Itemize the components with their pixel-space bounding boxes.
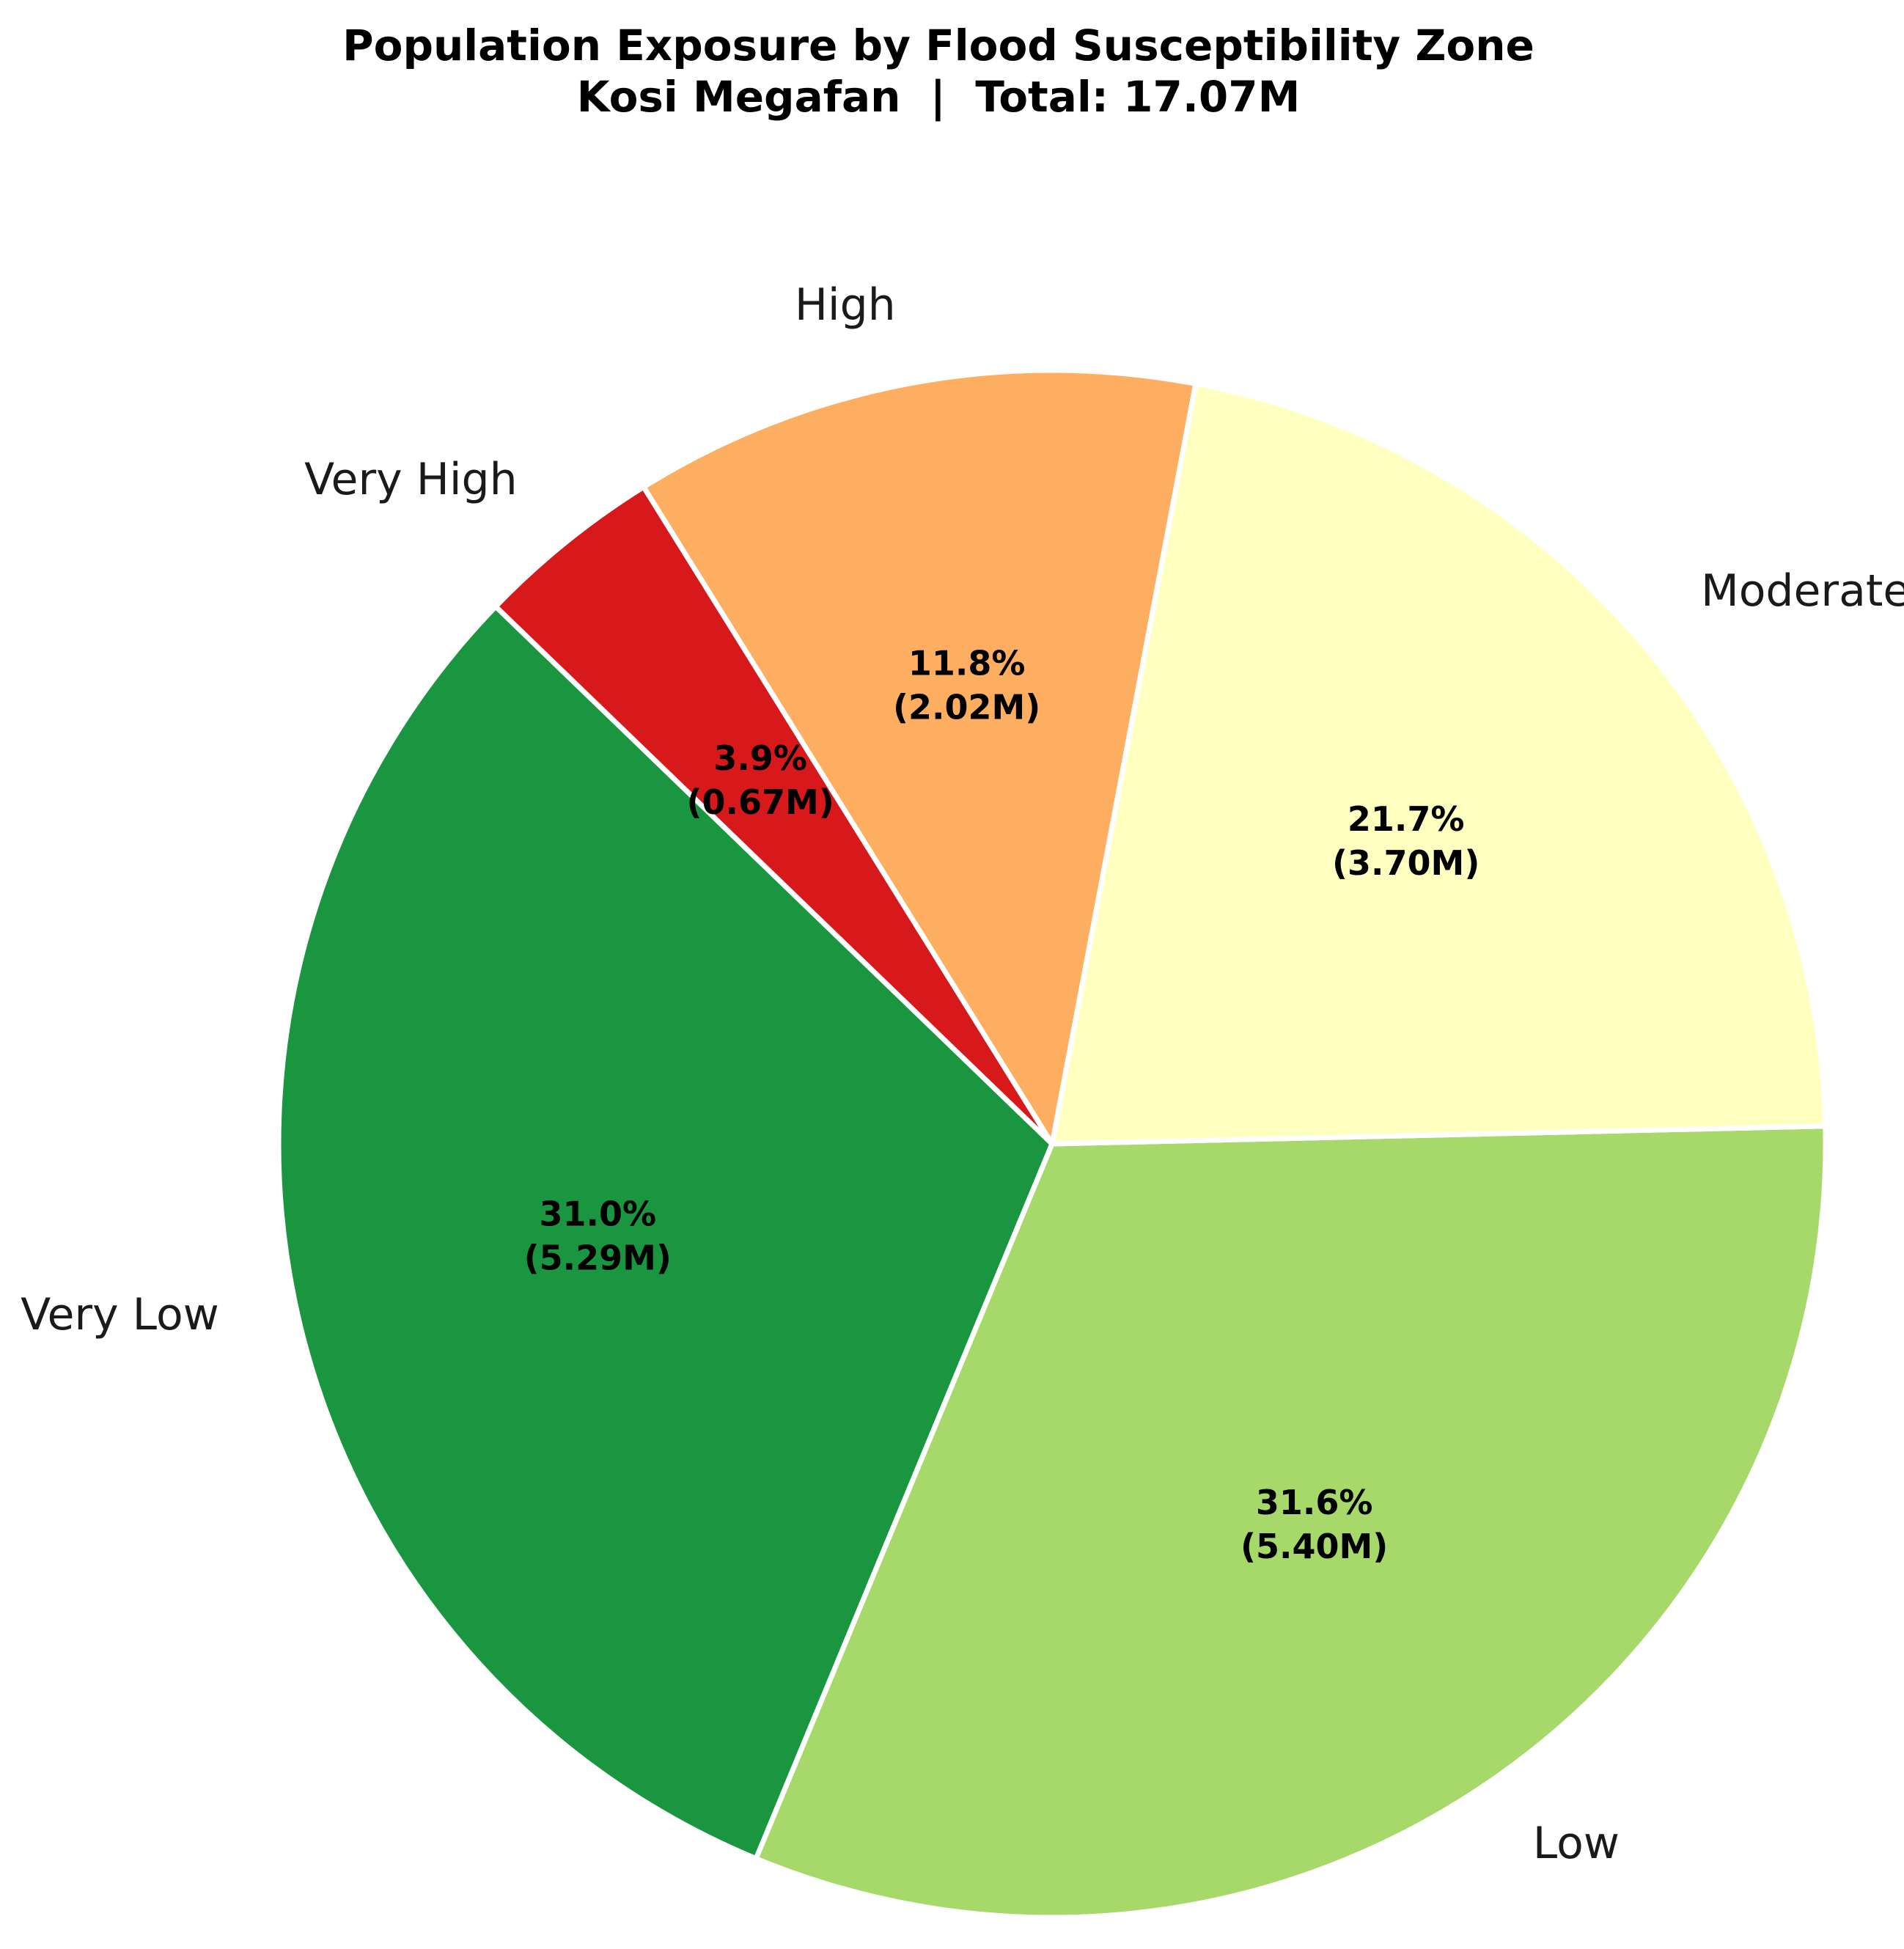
- slice-high: [641, 367, 1199, 1147]
- label-high: High: [795, 279, 896, 331]
- percent-label-very-low: 31.0%: [539, 1194, 656, 1233]
- label-moderate: Moderate: [1701, 565, 1904, 617]
- value-label-very-low: (5.29M): [524, 1238, 672, 1277]
- value-label-high: (2.02M): [893, 687, 1040, 727]
- percent-label-moderate: 21.7%: [1348, 799, 1465, 839]
- slice-very-low: [276, 603, 1055, 1862]
- percent-label-high: 11.8%: [908, 643, 1026, 683]
- chart-subtitle: Kosi Megafan | Total: 17.07M: [577, 72, 1301, 122]
- value-label-very-high: (0.67M): [686, 782, 834, 822]
- slice-low: [753, 1123, 1828, 1920]
- label-very-low: Very Low: [21, 1289, 219, 1340]
- slice-moderate: [1049, 381, 1828, 1147]
- label-very-high: Very High: [304, 454, 517, 505]
- value-label-moderate: (3.70M): [1332, 843, 1480, 883]
- slice-very-high: [493, 484, 1055, 1147]
- pie-slices: [276, 367, 1828, 1920]
- value-label-low: (5.40M): [1240, 1527, 1388, 1566]
- percent-label-very-high: 3.9%: [713, 738, 807, 778]
- chart-title: Population Exposure by Flood Susceptibil…: [342, 21, 1534, 70]
- pie-labels: Very Low 31.0% (5.29M) Low 31.6% (5.40M) Moder…: [21, 279, 1904, 1869]
- percent-label-low: 31.6%: [1256, 1483, 1373, 1522]
- label-low: Low: [1533, 1818, 1620, 1869]
